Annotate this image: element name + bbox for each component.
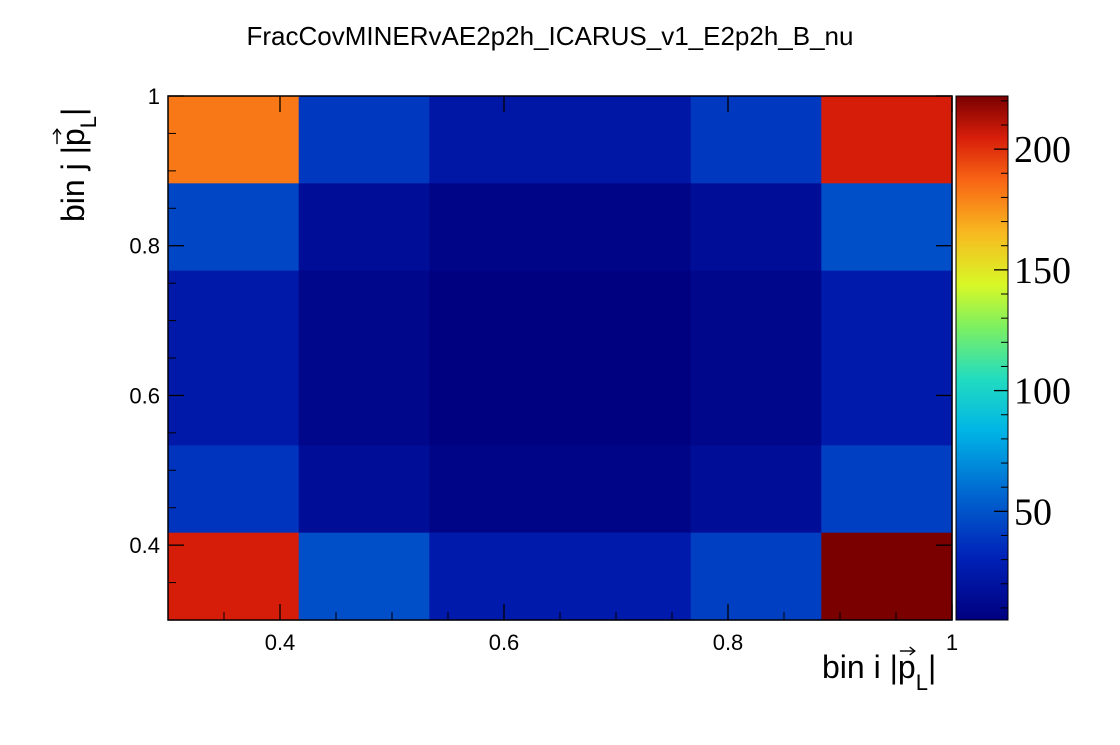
heatmap-cell (298, 183, 430, 272)
heatmap-cell (168, 96, 300, 184)
heatmap-cells (168, 96, 953, 621)
x-tick-label: 1 (946, 630, 958, 655)
heatmap-cell (429, 183, 692, 272)
y-tick-label: 0.6 (129, 383, 160, 408)
heatmap-cell (168, 270, 300, 359)
heatmap-cell (298, 532, 430, 621)
heatmap-cell (821, 358, 953, 446)
heatmap-cell (690, 183, 822, 272)
z-tick-label: 50 (1014, 491, 1052, 533)
heatmap-cell (429, 358, 692, 446)
heatmap-cell (690, 270, 822, 359)
heatmap-cell (821, 183, 953, 272)
y-tick-label: 1 (148, 84, 160, 109)
heatmap-cell (429, 445, 692, 534)
heatmap-cell (298, 270, 430, 359)
heatmap-cell (168, 532, 300, 621)
y-axis-ticks: 0.4 0.6 0.8 1 (129, 84, 952, 584)
vector-arrow-head (52, 128, 62, 135)
heatmap-cell (168, 183, 300, 272)
vector-arrow-head (909, 646, 916, 656)
x-tick-label: 0.8 (713, 630, 744, 655)
heatmap-cell (690, 358, 822, 446)
z-tick-label: 100 (1014, 371, 1071, 413)
heatmap-cell (298, 96, 430, 184)
x-axis-label: bin i |pL| (822, 646, 936, 695)
y-tick-label: 0.4 (129, 533, 160, 558)
heatmap-cell (168, 358, 300, 446)
x-axis-ticks: 0.4 0.6 0.8 1 (223, 96, 958, 655)
heatmap-cell (821, 96, 953, 184)
y-axis-label: bin j |pL| (52, 108, 101, 222)
heatmap-cell (821, 270, 953, 359)
heatmap-cell (690, 532, 822, 621)
x-tick-label: 0.6 (489, 630, 520, 655)
heatmap-cell (429, 270, 692, 359)
heatmap-cell (298, 358, 430, 446)
y-tick-label: 0.8 (129, 234, 160, 259)
chart-title: FracCovMINERvAE2p2h_ICARUS_v1_E2p2h_B_nu (247, 21, 854, 51)
heatmap-cell (298, 445, 430, 534)
heatmap-cell (690, 96, 822, 184)
heatmap-cell (429, 532, 692, 621)
color-scale: 50 100 150 200 (955, 95, 1071, 621)
svg-text:bin j |pL|: bin j |pL| (55, 108, 101, 222)
z-tick-label: 150 (1014, 250, 1071, 292)
heatmap-cell (429, 96, 692, 184)
heatmap-cell (168, 445, 300, 534)
heatmap-cell (690, 445, 822, 534)
svg-text:bin i |pL|: bin i |pL| (822, 649, 936, 695)
color-scale-ticks: 50 100 150 200 (994, 100, 1071, 609)
heatmap-cell (821, 445, 953, 534)
heatmap-cell (821, 532, 953, 621)
color-scale-bar (955, 95, 1009, 621)
x-tick-label: 0.4 (265, 630, 296, 655)
z-tick-label: 200 (1014, 129, 1071, 171)
